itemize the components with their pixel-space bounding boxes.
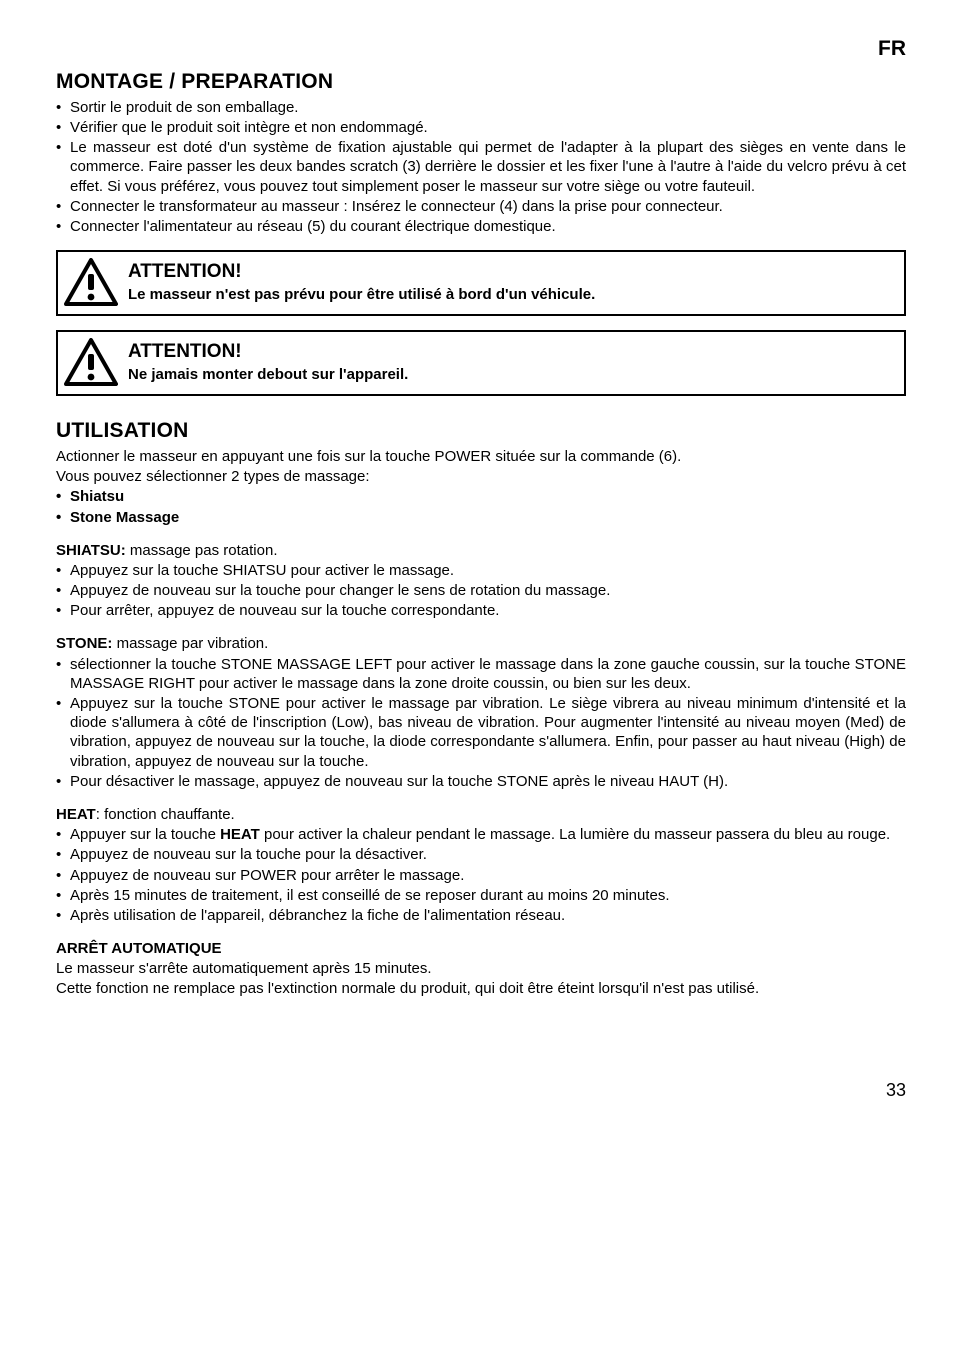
list-item: Connecter le transformateur au masseur :… <box>56 197 906 216</box>
auto-stop-heading: ARRÊT AUTOMATIQUE <box>56 939 906 958</box>
warning-box-standing: ATTENTION! Ne jamais monter debout sur l… <box>56 330 906 396</box>
shiatsu-heading: SHIATSU: massage pas rotation. <box>56 541 906 560</box>
list-item: Appuyez sur la touche SHIATSU pour activ… <box>56 561 906 580</box>
list-item: Pour désactiver le massage, appuyez de n… <box>56 772 906 791</box>
list-item: Shiatsu <box>56 487 906 506</box>
page-language-label: FR <box>56 36 906 63</box>
heat-list: Appuyer sur la touche HEAT pour activer … <box>56 825 906 925</box>
heat-heading: HEAT: fonction chauffante. <box>56 805 906 824</box>
heat-desc: : fonction chauffante. <box>96 806 235 823</box>
page-number: 33 <box>56 1079 906 1102</box>
warning-triangle-icon <box>64 338 118 386</box>
list-item: Appuyez de nouveau sur POWER pour arrête… <box>56 866 906 885</box>
utilisation-intro-1: Actionner le masseur en appuyant une foi… <box>56 447 906 466</box>
warning-title: ATTENTION! <box>128 340 408 364</box>
list-item: Vérifier que le produit soit intègre et … <box>56 118 906 137</box>
warning-text-vehicle: Le masseur n'est pas prévu pour être uti… <box>128 285 595 304</box>
heat-bullet-pre: Appuyer sur la touche <box>70 826 220 843</box>
heading-utilisation: UTILISATION <box>56 418 906 445</box>
heat-label: HEAT <box>56 806 96 823</box>
heat-bullet-bold: HEAT <box>220 826 260 843</box>
list-item: Appuyez de nouveau sur la touche pour ch… <box>56 581 906 600</box>
shiatsu-list: Appuyez sur la touche SHIATSU pour activ… <box>56 561 906 621</box>
auto-stop-text-2: Cette fonction ne remplace pas l'extinct… <box>56 979 906 998</box>
list-item: Connecter l'alimentateur au réseau (5) d… <box>56 217 906 236</box>
list-item: Le masseur est doté d'un système de fixa… <box>56 138 906 196</box>
stone-list: sélectionner la touche STONE MASSAGE LEF… <box>56 655 906 791</box>
list-item: Après 15 minutes de traitement, il est c… <box>56 886 906 905</box>
stone-heading: STONE: massage par vibration. <box>56 634 906 653</box>
list-item: Sortir le produit de son emballage. <box>56 98 906 117</box>
utilisation-intro-2: Vous pouvez sélectionner 2 types de mass… <box>56 467 906 486</box>
heading-montage: MONTAGE / PREPARATION <box>56 69 906 96</box>
list-item: Appuyez sur la touche STONE pour activer… <box>56 694 906 771</box>
list-item: sélectionner la touche STONE MASSAGE LEF… <box>56 655 906 693</box>
stone-label: STONE: <box>56 635 112 652</box>
shiatsu-desc: massage pas rotation. <box>126 542 278 559</box>
warning-text-standing: Ne jamais monter debout sur l'appareil. <box>128 365 408 384</box>
warning-title: ATTENTION! <box>128 260 595 284</box>
massage-type-list: Shiatsu Stone Massage <box>56 487 906 526</box>
auto-stop-text-1: Le masseur s'arrête automatiquement aprè… <box>56 959 906 978</box>
warning-box-vehicle: ATTENTION! Le masseur n'est pas prévu po… <box>56 250 906 316</box>
warning-triangle-icon <box>64 258 118 306</box>
list-item: Pour arrêter, appuyez de nouveau sur la … <box>56 601 906 620</box>
list-item: Appuyer sur la touche HEAT pour activer … <box>56 825 906 844</box>
stone-desc: massage par vibration. <box>112 635 268 652</box>
list-item: Après utilisation de l'appareil, débranc… <box>56 906 906 925</box>
heat-bullet-post: pour activer la chaleur pendant le massa… <box>260 826 890 843</box>
list-item: Appuyez de nouveau sur la touche pour la… <box>56 845 906 864</box>
montage-list: Sortir le produit de son emballage. Véri… <box>56 98 906 236</box>
shiatsu-label: SHIATSU: <box>56 542 126 559</box>
list-item: Stone Massage <box>56 508 906 527</box>
